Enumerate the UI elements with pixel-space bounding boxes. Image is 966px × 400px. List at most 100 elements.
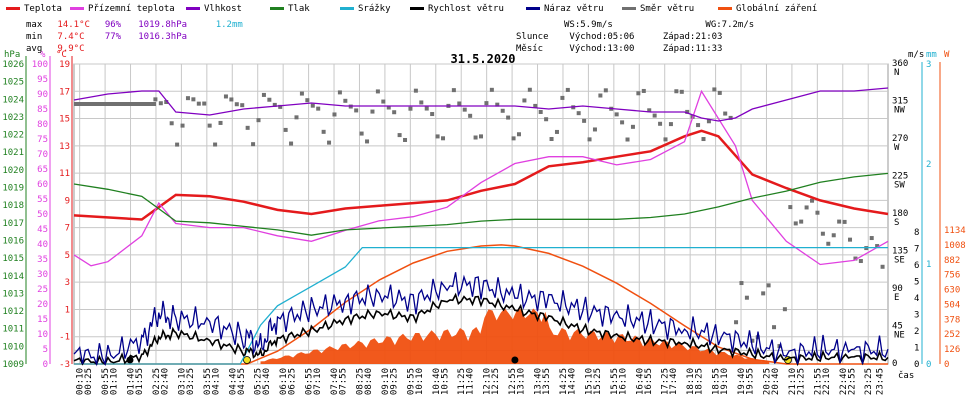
sun-rise: Východ:05:06 [569,32,635,42]
x-tick-label: 15:25 [593,368,603,395]
wind-dir-marker [451,88,456,93]
wind-tick: 3 [914,311,919,321]
wind-dir-marker [592,127,597,132]
hum-tick: 50 [37,210,48,220]
dir-tick: 180 [892,209,908,219]
x-tick-label: 03:10 [177,368,187,395]
wind-dir-marker [153,97,158,102]
wind-dir-marker [283,127,288,132]
x-tick-label: 04:10 [211,368,221,395]
x-tick-label: 15:55 [610,368,620,395]
wind-dir-marker [133,102,140,106]
x-tick-label: 11:40 [466,368,476,395]
stats-max-rain: 1.2mm [215,20,243,30]
stats-max-temp: 14.1°C [57,20,90,30]
legend-item-8: Globální záření [718,3,817,15]
wind-dir-marker [185,96,190,101]
x-axis-label: čas [898,370,914,381]
hum-tick: 35 [37,255,48,265]
dir-label: NE [894,331,905,341]
x-tick-label: 12:55 [508,368,518,395]
wind-dir-marker [500,108,505,113]
rad-tick: 1134 [944,226,966,236]
press-tick: 1021 [2,148,24,158]
dir-label: SE [894,256,905,266]
sun-label: Slunce [516,32,549,42]
temp-tick: 5 [65,251,70,261]
wind-dir-marker [117,102,124,106]
stats-max-press: 1019.8hPa [138,20,188,30]
legend-label: Přízemní teplota [88,4,175,14]
stats-min-label: min [26,32,43,42]
x-tick-label: 00:55 [101,368,111,395]
press-tick: 1011 [2,325,24,335]
wind-dir-marker [674,89,679,94]
dir-label: N [894,68,899,78]
moon-set: Západ:11:33 [662,44,723,54]
series-line-wind [73,292,889,367]
wind-dir-marker [441,136,446,141]
x-tick-label: 12:10 [483,368,493,395]
x-tick-label: 05:25 [254,368,264,395]
series-line-temp [73,89,889,267]
hum-tick: 45 [37,225,48,235]
x-tick-label: 13:10 [517,368,527,395]
wind-dir-marker [359,131,364,136]
legend-swatch [410,7,424,10]
x-tick-label: 13:40 [534,368,544,395]
hum-tick: 75 [37,135,48,145]
wind-dir-marker [533,103,538,108]
x-tick-label: 09:25 [389,368,399,395]
wind-dir-marker [106,102,113,106]
temp-unit: °C [56,50,67,60]
wind-dir-marker [354,108,359,113]
wind-dir-marker [853,256,858,261]
x-tick-label: 07:55 [339,368,349,395]
legend-item-3: Tlak [270,3,310,15]
wind-dir-marker [837,219,842,224]
press-tick: 1016 [2,236,24,246]
x-tick-label: 16:10 [618,368,628,395]
rad-tick: 126 [944,345,960,355]
wind-dir-marker [424,106,429,111]
press-tick: 1023 [2,113,24,123]
chart-date: 31.5.2020 [450,52,516,66]
stats-min-hum: 77% [104,32,122,42]
sunrise-marker [243,356,251,364]
wind-dir-marker [321,129,326,134]
x-tick-label: 10:55 [440,368,450,395]
wind-dir-marker [403,137,408,142]
press-tick: 1018 [2,201,24,211]
radiation-area [74,244,888,365]
press-tick: 1022 [2,131,24,141]
chart-legend: Teplota Přízemní teplota Vlhkost Tlak Srážky… [6,3,961,17]
x-tick-label: 00:10 [76,368,86,395]
wind-dir-marker [462,107,467,112]
x-tick-label: 14:25 [559,368,569,395]
x-tick-label: 17:40 [669,368,679,395]
wind-dir-marker [820,231,825,236]
wind-dir-marker [435,134,440,139]
rain-tick: 3 [926,60,931,70]
wind-dir-marker [397,133,402,138]
press-tick: 1019 [2,184,24,194]
series-lines [73,87,889,367]
legend-label: Tlak [288,4,310,14]
x-tick-label: 19:10 [720,368,730,395]
stats-avg-row: avg 9.9°C [26,43,243,55]
x-tick-label: 22:55 [847,368,857,395]
x-tick-label: 06:10 [279,368,289,395]
wind-dir-marker [668,122,673,127]
x-tick-label: 18:25 [695,368,705,395]
legend-swatch [526,7,540,10]
wind-dir-marker [880,264,885,269]
stats-panel: max 14.1°C 96% 1019.8hPa 1.2mm min 7.4°C… [26,19,243,55]
wind-dir-marker [625,137,630,142]
legend-label: Rychlost větru [428,4,504,14]
x-tick-label: 01:40 [127,368,137,395]
wind-dir-marker [766,283,771,288]
dir-tick: 45 [892,322,903,332]
wind-dir-marker [408,106,413,111]
rad-tick: 378 [944,315,960,325]
plot-frame [73,63,889,365]
